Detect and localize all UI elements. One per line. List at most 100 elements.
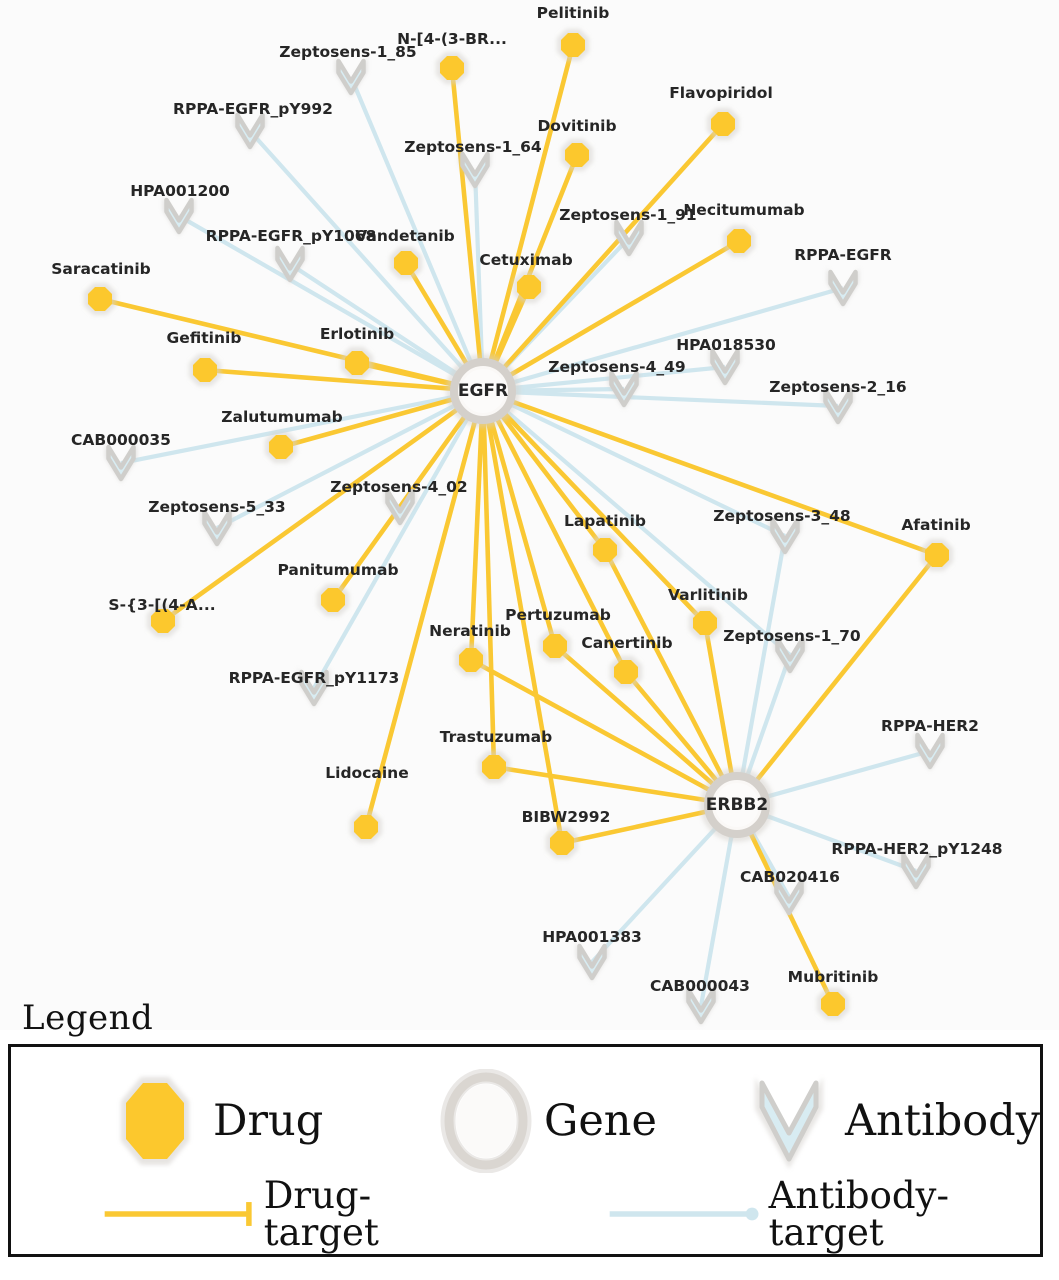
- drug-node[interactable]: [146, 604, 180, 638]
- drug-node-label: Vandetanib: [355, 227, 455, 245]
- edge-antibody-target: [590, 824, 719, 964]
- drug-node-label: Afatinib: [901, 516, 970, 534]
- edge-drug-target: [204, 367, 455, 392]
- antibody-node-shape: [106, 444, 136, 482]
- antibody-node[interactable]: [608, 369, 640, 409]
- drug-node-label: Mubritinib: [788, 968, 879, 986]
- antibody-node[interactable]: [105, 443, 137, 483]
- antibody-node[interactable]: [822, 386, 854, 426]
- edge-drug-target: [624, 670, 721, 785]
- drug-node[interactable]: [538, 629, 572, 663]
- drug-node[interactable]: [316, 583, 350, 617]
- legend-item-drug-target: Drug-target: [101, 1177, 468, 1251]
- antibody-node[interactable]: [576, 942, 608, 982]
- drug-node[interactable]: [264, 430, 298, 464]
- antibody-node-shape: [710, 348, 740, 386]
- drug-node-label: Flavopiridol: [669, 84, 773, 102]
- edge-drug-target: [161, 406, 461, 623]
- drug-node[interactable]: [389, 246, 423, 280]
- antibody-node-shape: [336, 58, 366, 96]
- edge-drug-target: [509, 398, 938, 558]
- antibody-node[interactable]: [709, 347, 741, 387]
- gene-node[interactable]: [700, 768, 774, 842]
- antibody-node[interactable]: [827, 268, 859, 308]
- drug-node[interactable]: [454, 643, 488, 677]
- antibody-node[interactable]: [335, 57, 367, 97]
- antibody-node[interactable]: [298, 668, 330, 708]
- antibody-node-shape: [686, 987, 716, 1025]
- network-graph-canvas: Pelitinib N-[4-(3-BR... Flavopiridol Doviti…: [51, 4, 1003, 1026]
- drug-node[interactable]: [83, 282, 117, 316]
- edge-antibody-target: [698, 833, 734, 1007]
- drug-node-shape: [820, 991, 846, 1017]
- edge-antibody-target: [177, 214, 459, 379]
- antibody-node-label: Zeptosens-1_64: [404, 138, 542, 156]
- antibody-node-shape: [770, 517, 800, 555]
- antibody-node-label: CAB000043: [650, 977, 750, 995]
- antibody-node[interactable]: [163, 196, 195, 236]
- gene-node[interactable]: [446, 354, 520, 428]
- drug-node-label: Cetuximab: [479, 251, 572, 269]
- edge-drug-target: [485, 419, 565, 844]
- edge-antibody-target: [288, 262, 460, 377]
- edge-antibody-target: [248, 129, 466, 371]
- antibody-node[interactable]: [900, 851, 932, 891]
- antibody-node-label: RPPA-HER2_pY1248: [831, 840, 1002, 858]
- antibody-node[interactable]: [234, 111, 266, 151]
- drug-node[interactable]: [706, 107, 740, 141]
- legend-antibody-target-label: Antibody-target: [768, 1174, 949, 1254]
- gene-node-center: [461, 369, 505, 413]
- edge-antibody-target: [503, 408, 792, 657]
- antibody-node[interactable]: [774, 635, 806, 675]
- drug-node-label: Lapatinib: [564, 512, 646, 530]
- gene-icon: [440, 1069, 532, 1173]
- antibody-node[interactable]: [274, 244, 306, 284]
- drug-node-shape: [726, 228, 752, 254]
- drug-node[interactable]: [722, 224, 756, 258]
- drug-node[interactable]: [816, 987, 850, 1021]
- drug-node-label: Varlitinib: [668, 586, 748, 604]
- drug-node-shape: [150, 608, 176, 634]
- drug-node[interactable]: [188, 353, 222, 387]
- drug-node-shape: [344, 350, 370, 376]
- antibody-target-edge-icon: [609, 1207, 759, 1221]
- drug-node[interactable]: [588, 533, 622, 567]
- drug-node[interactable]: [688, 606, 722, 640]
- antibody-node[interactable]: [459, 150, 491, 190]
- drug-node[interactable]: [560, 138, 594, 172]
- antibody-node[interactable]: [613, 218, 645, 258]
- antibody-node-shape: [299, 669, 329, 707]
- antibody-node[interactable]: [769, 516, 801, 556]
- drug-node-shape: [353, 814, 379, 840]
- edge-drug-target: [753, 553, 939, 784]
- drug-node[interactable]: [609, 655, 643, 689]
- drug-node-shape: [560, 32, 586, 58]
- drug-node-label: Gefitinib: [167, 329, 242, 347]
- drug-node-label: Dovitinib: [537, 117, 616, 135]
- antibody-node[interactable]: [384, 487, 416, 527]
- drug-node[interactable]: [920, 538, 954, 572]
- antibody-node-shape: [385, 488, 415, 526]
- drug-node-label: Trastuzumab: [440, 728, 552, 746]
- edge-antibody-target: [349, 76, 474, 366]
- drug-node[interactable]: [545, 826, 579, 860]
- edge-drug-target: [404, 261, 471, 368]
- antibody-node-label: Zeptosens-4_49: [548, 358, 685, 376]
- antibody-node[interactable]: [773, 877, 805, 917]
- edge-antibody-target: [120, 394, 455, 466]
- edge-drug-target: [500, 122, 725, 371]
- legend-gene-label: Gene: [543, 1095, 657, 1146]
- nodes-layer: [83, 28, 954, 1026]
- drug-node[interactable]: [477, 750, 511, 784]
- drug-node[interactable]: [435, 51, 469, 85]
- antibody-node-shape: [614, 219, 644, 257]
- antibody-node[interactable]: [685, 986, 717, 1026]
- edge-antibody-target: [740, 535, 788, 777]
- drug-node[interactable]: [556, 28, 590, 62]
- edge-drug-target: [481, 419, 497, 768]
- antibody-node[interactable]: [201, 508, 233, 548]
- antibody-node[interactable]: [914, 731, 946, 771]
- drug-node[interactable]: [512, 270, 546, 304]
- drug-node[interactable]: [349, 810, 383, 844]
- drug-node[interactable]: [340, 346, 374, 380]
